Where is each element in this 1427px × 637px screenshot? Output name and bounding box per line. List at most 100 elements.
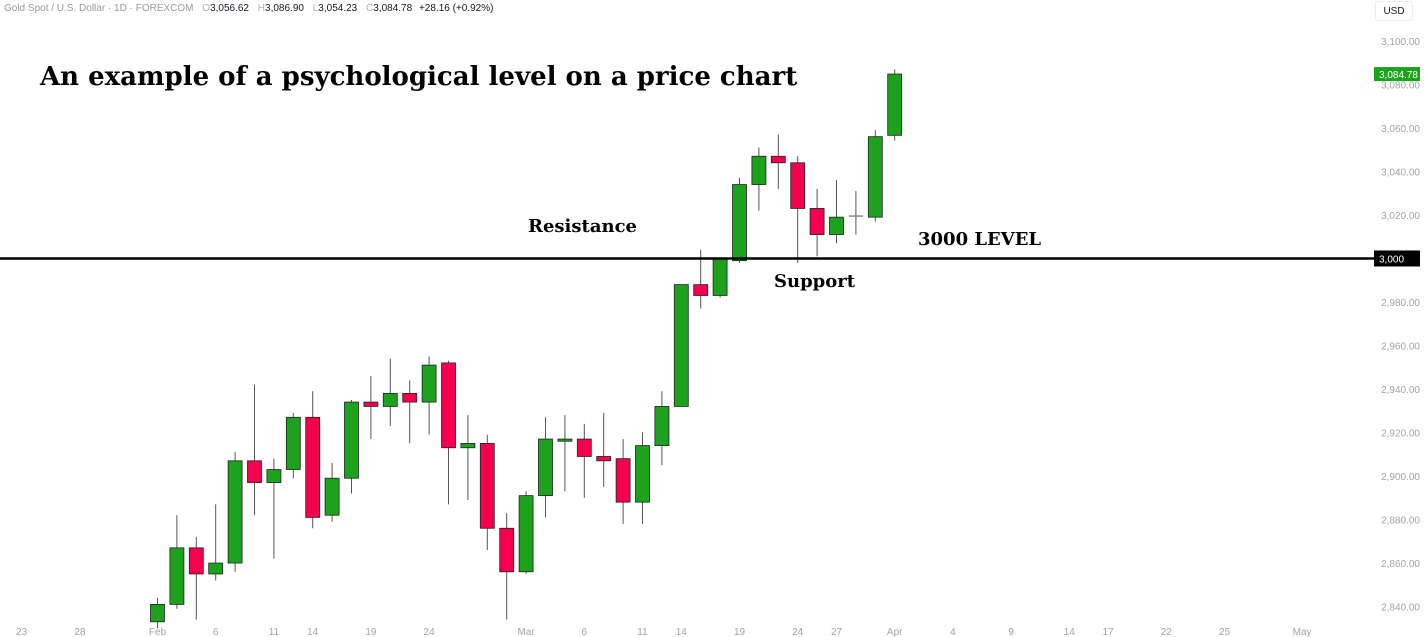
x-tick-label: 24 xyxy=(792,627,804,637)
candle xyxy=(538,417,553,518)
candle-body-up xyxy=(635,445,650,503)
symbol-name: Gold Spot / U.S. Dollar · 1D · FOREXCOM xyxy=(4,3,194,14)
resistance-label: Resistance xyxy=(528,216,637,237)
x-tick-label: Mar xyxy=(517,627,535,637)
candle xyxy=(344,399,359,494)
x-tick-label: Feb xyxy=(149,627,167,637)
candle-body-down xyxy=(402,392,418,403)
x-tick-label: 4 xyxy=(950,627,956,637)
candle xyxy=(615,439,631,524)
x-tick-label: 27 xyxy=(831,627,843,637)
x-tick-label: 17 xyxy=(1103,627,1115,637)
x-tick-label: 25 xyxy=(1219,627,1231,637)
candle-body-up xyxy=(227,460,243,564)
x-tick-label: May xyxy=(1293,627,1312,637)
candle xyxy=(324,462,340,522)
candle xyxy=(247,384,262,516)
candle-body-down xyxy=(615,458,631,503)
candle-body-up xyxy=(382,392,398,407)
candle xyxy=(654,391,670,466)
high-value: 3,086.90 xyxy=(265,3,304,14)
candle-body-up xyxy=(887,73,903,136)
x-tick-label: 24 xyxy=(424,627,436,637)
candle-body-up xyxy=(829,216,844,235)
support-label: Support xyxy=(774,271,856,292)
y-tick-label: 2,880.00 xyxy=(1381,516,1420,527)
last-price-text: 3,084.78 xyxy=(1379,70,1418,81)
y-tick-label: 2,900.00 xyxy=(1381,472,1420,483)
level-label: 3000 LEVEL xyxy=(918,229,1042,250)
level-price-text: 3,000 xyxy=(1379,255,1404,266)
candle xyxy=(169,515,185,609)
x-tick-label: 11 xyxy=(269,627,280,637)
candle xyxy=(751,147,767,211)
candle xyxy=(363,375,379,440)
x-tick-label: 22 xyxy=(1161,627,1173,637)
candle-body-down xyxy=(188,547,204,575)
candle-body-down xyxy=(441,362,456,449)
last-price-tag xyxy=(1374,67,1420,82)
candle xyxy=(887,69,903,141)
candle xyxy=(829,180,844,244)
candle-body-up xyxy=(266,469,282,483)
y-tick-label: 2,960.00 xyxy=(1381,342,1420,353)
candle xyxy=(499,513,515,620)
candle-body-up xyxy=(208,562,224,575)
candle xyxy=(596,412,612,487)
low-value: 3,054.23 xyxy=(318,3,358,14)
candle-body-down xyxy=(479,443,495,529)
x-tick-label: 6 xyxy=(582,627,588,637)
candle xyxy=(732,178,747,263)
candle xyxy=(848,191,863,235)
currency-button[interactable]: USD xyxy=(1375,1,1413,21)
open-value: 3,056.62 xyxy=(210,3,249,14)
candle-body-down xyxy=(363,401,379,407)
candle-body-down xyxy=(499,527,515,573)
candle xyxy=(150,597,165,629)
candle xyxy=(867,130,883,222)
x-tick-label: 14 xyxy=(1064,627,1076,637)
candle xyxy=(305,391,321,529)
y-tick-label: 2,940.00 xyxy=(1381,385,1420,396)
y-tick-label: 2,920.00 xyxy=(1381,429,1420,440)
candle-body-up xyxy=(732,184,747,262)
candle-body-up xyxy=(867,136,883,218)
x-tick-label: 19 xyxy=(734,627,746,637)
candle xyxy=(790,156,806,263)
symbol-legend: Gold Spot / U.S. Dollar · 1D · FOREXCOM … xyxy=(4,3,494,14)
candle xyxy=(421,356,437,435)
candle-body-down xyxy=(790,162,806,209)
y-tick-label: 2,980.00 xyxy=(1381,298,1420,309)
candle-body-up xyxy=(344,401,359,479)
x-tick-label: 9 xyxy=(1008,627,1014,637)
chart-title: An example of a psychological level on a… xyxy=(40,62,798,92)
y-tick-label: 2,840.00 xyxy=(1381,603,1420,614)
candle xyxy=(809,188,825,257)
candle xyxy=(518,491,534,574)
candle xyxy=(770,134,786,189)
candle-body-down xyxy=(770,155,786,164)
x-tick-label: 23 xyxy=(16,627,28,637)
candle-body-up xyxy=(712,258,728,296)
candle-body-down xyxy=(596,456,612,462)
x-tick-label: 14 xyxy=(307,627,319,637)
candle xyxy=(208,504,224,581)
change-value: +28.16 (+0.92%) xyxy=(418,3,494,14)
y-tick-label: 3,020.00 xyxy=(1381,211,1420,222)
candle xyxy=(557,415,573,492)
candle xyxy=(673,284,689,407)
x-tick-label: Apr xyxy=(887,627,903,637)
candle-body-down xyxy=(809,208,825,235)
candle xyxy=(285,412,301,479)
y-tick-label: 3,080.00 xyxy=(1381,80,1420,91)
candle-body-up xyxy=(460,443,476,449)
x-tick-label: 11 xyxy=(637,627,648,637)
candle-body-up xyxy=(654,406,670,446)
candle-body-up xyxy=(673,284,689,407)
candle xyxy=(266,458,282,559)
level-price-tag xyxy=(1374,250,1420,267)
candle-body-up xyxy=(150,604,165,623)
candle-body-up xyxy=(169,547,185,605)
candle xyxy=(227,452,243,572)
